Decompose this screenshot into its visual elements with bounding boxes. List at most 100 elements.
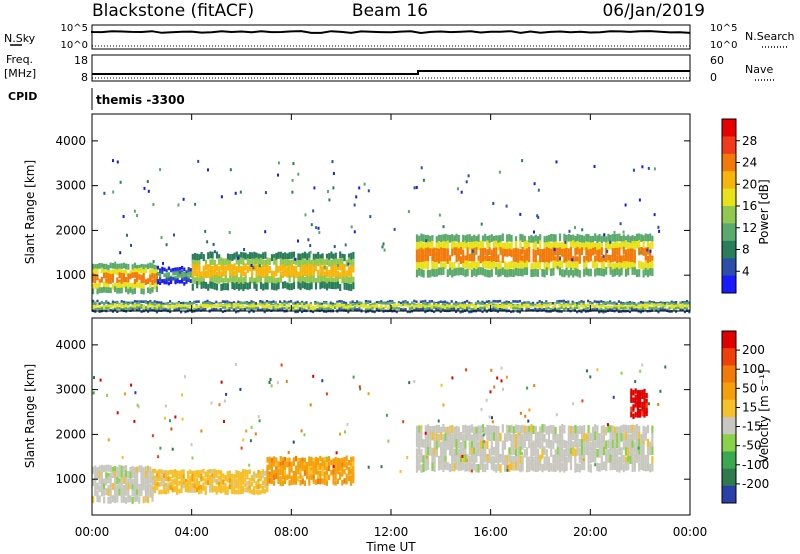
data-cell <box>543 303 546 307</box>
data-cell <box>455 242 458 251</box>
data-cell <box>220 472 223 478</box>
data-cell <box>133 472 136 480</box>
data-cell <box>508 269 511 277</box>
data-cell <box>644 454 647 464</box>
data-cell <box>287 303 290 306</box>
data-cell <box>147 465 150 473</box>
sparse-echo <box>325 392 328 396</box>
data-cell <box>683 310 686 314</box>
data-cell <box>512 303 515 307</box>
data-cell <box>94 472 97 480</box>
data-cell <box>468 446 471 455</box>
data-cell <box>461 307 464 311</box>
sparse-echo <box>165 243 168 247</box>
data-cell <box>635 440 639 449</box>
data-cell <box>96 467 99 475</box>
data-cell <box>257 258 260 266</box>
sparse-echo <box>304 213 307 217</box>
sparse-echo <box>483 440 486 444</box>
data-cell <box>484 260 487 269</box>
data-cell <box>136 472 139 480</box>
data-cell <box>224 258 227 266</box>
data-cell <box>418 262 421 270</box>
data-cell <box>111 302 114 306</box>
data-cell <box>297 271 300 279</box>
data-cell <box>263 310 266 314</box>
colorbar-tick-label: 16 <box>742 199 757 213</box>
data-cell <box>433 455 436 464</box>
data-cell <box>584 303 587 307</box>
data-cell <box>632 390 635 396</box>
data-cell <box>587 268 590 277</box>
sparse-echo <box>381 245 384 249</box>
data-cell <box>574 448 577 457</box>
data-cell <box>158 469 161 474</box>
data-cell <box>329 301 332 305</box>
data-cell <box>209 277 212 285</box>
data-cell <box>279 275 282 283</box>
data-cell <box>189 480 192 486</box>
data-cell <box>266 457 269 463</box>
data-cell <box>664 305 667 309</box>
data-cell <box>303 457 306 464</box>
data-cell <box>301 465 304 471</box>
data-cell <box>347 307 350 310</box>
data-cell <box>325 475 328 481</box>
data-cell <box>636 394 639 400</box>
data-cell <box>477 260 480 269</box>
data-cell <box>605 248 608 256</box>
data-cell <box>133 306 136 309</box>
data-cell <box>605 236 608 244</box>
data-cell <box>279 264 282 272</box>
data-cell <box>325 469 328 476</box>
data-cell <box>176 267 179 271</box>
data-cell <box>242 469 245 474</box>
data-cell <box>224 265 227 273</box>
data-cell <box>261 304 264 307</box>
data-cell <box>332 474 335 481</box>
data-cell <box>138 465 141 473</box>
data-cell <box>516 300 519 303</box>
data-cell <box>620 255 623 264</box>
data-cell <box>611 448 614 457</box>
data-cell <box>431 248 434 257</box>
data-cell <box>479 302 482 305</box>
data-cell <box>563 439 566 449</box>
data-cell <box>149 470 152 478</box>
data-cell <box>347 475 350 482</box>
data-cell <box>600 243 603 251</box>
sparse-echo <box>574 226 576 230</box>
data-cell <box>488 308 491 312</box>
data-cell <box>199 305 202 308</box>
data-cell <box>224 485 227 491</box>
data-cell <box>197 300 200 303</box>
data-cell <box>94 268 97 274</box>
data-cell <box>571 300 574 304</box>
data-cell <box>395 310 398 314</box>
data-cell <box>350 259 353 267</box>
data-cell <box>473 234 476 243</box>
data-cell <box>631 267 634 275</box>
data-cell <box>131 269 134 275</box>
data-cell <box>417 303 420 306</box>
data-cell <box>453 448 456 458</box>
data-cell <box>539 254 542 263</box>
data-cell <box>473 255 476 263</box>
data-cell <box>144 301 147 304</box>
data-cell <box>547 306 550 310</box>
data-cell <box>364 300 367 303</box>
sparse-echo <box>313 186 316 190</box>
data-cell <box>334 270 337 278</box>
data-cell <box>257 481 260 487</box>
data-cell <box>639 308 642 311</box>
data-cell <box>645 410 648 417</box>
data-cell <box>94 476 97 484</box>
data-cell <box>616 439 619 449</box>
sparse-echo <box>620 371 623 375</box>
data-cell <box>444 426 447 436</box>
data-cell <box>257 264 260 272</box>
data-cell <box>470 307 473 311</box>
data-cell <box>543 308 546 311</box>
